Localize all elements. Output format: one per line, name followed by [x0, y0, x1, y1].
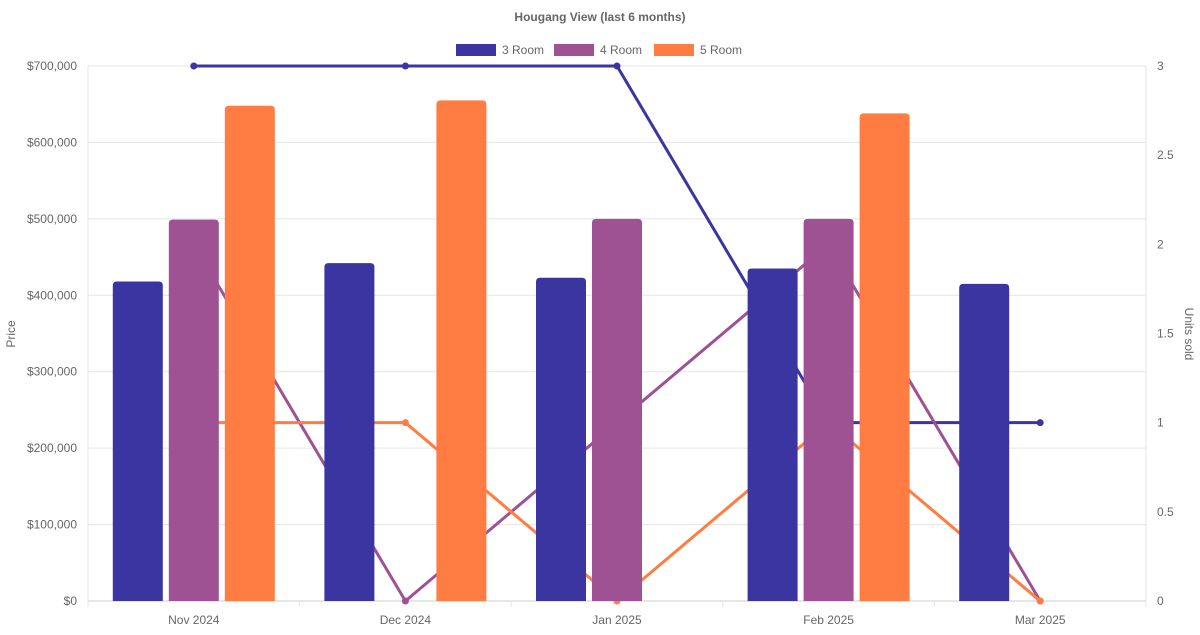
y2-axis: 0 0.5 1 1.5 2 2.5 3 [1157, 59, 1174, 608]
x-tick-label: Mar 2025 [1015, 613, 1066, 627]
y-tick-label: $600,000 [27, 135, 77, 149]
y2-tick-label: 1.5 [1157, 327, 1174, 341]
y2-tick-label: 3 [1157, 59, 1164, 73]
x-tick-label: Jan 2025 [592, 613, 642, 627]
y2-tick-label: 0 [1157, 594, 1164, 608]
line-point [401, 597, 409, 605]
bar-3-room [959, 283, 1010, 601]
bars [112, 100, 1010, 602]
x-tick-label: Nov 2024 [168, 613, 220, 627]
bar-3-room [324, 263, 375, 601]
bar-3-room [536, 277, 586, 601]
y2-tick-label: 2.5 [1157, 148, 1174, 162]
legend: 3 Room 4 Room 5 Room [456, 43, 742, 57]
bar-4-room [592, 218, 642, 601]
bar-3-room [112, 281, 163, 601]
line-point [401, 419, 409, 427]
x-tick-label: Dec 2024 [380, 613, 432, 627]
y-tick-label: $300,000 [27, 365, 77, 379]
bar-3-room [747, 268, 798, 601]
y-tick-label: $700,000 [27, 59, 77, 73]
legend-label: 4 Room [600, 43, 642, 57]
y-tick-label: $0 [64, 594, 78, 608]
y-tick-label: $100,000 [27, 518, 77, 532]
bar-5-room [859, 113, 910, 601]
y-tick-label: $500,000 [27, 212, 77, 226]
line-point [1036, 419, 1044, 427]
y2-tick-label: 2 [1157, 237, 1164, 251]
line-point [190, 62, 198, 70]
bar-5-room [224, 105, 275, 601]
bar-4-room [168, 219, 219, 601]
legend-swatch [654, 44, 694, 56]
x-tick-label: Feb 2025 [803, 613, 854, 627]
line-point [401, 62, 409, 70]
legend-label: 3 Room [502, 43, 544, 57]
y2-tick-label: 0.5 [1157, 505, 1174, 519]
line-point [613, 62, 621, 70]
y2-tick-label: 1 [1157, 416, 1164, 430]
x-axis: Nov 2024 Dec 2024 Jan 2025 Feb 2025 Mar 2025 [168, 613, 1066, 627]
bar-5-room [436, 100, 487, 602]
y-tick-label: $400,000 [27, 288, 77, 302]
legend-swatch [554, 44, 594, 56]
chart-title: Hougang View (last 6 months) [514, 10, 685, 24]
line-point [1036, 597, 1044, 605]
legend-label: 5 Room [700, 43, 742, 57]
legend-swatch [456, 44, 496, 56]
bar-4-room [803, 218, 854, 601]
y-axis: $0 $100,000 $200,000 $300,000 $400,000 $500,0… [27, 59, 77, 608]
y-axis-label: Price [4, 320, 18, 348]
y2-axis-label: Units sold [1182, 308, 1196, 361]
y-tick-label: $200,000 [27, 441, 77, 455]
